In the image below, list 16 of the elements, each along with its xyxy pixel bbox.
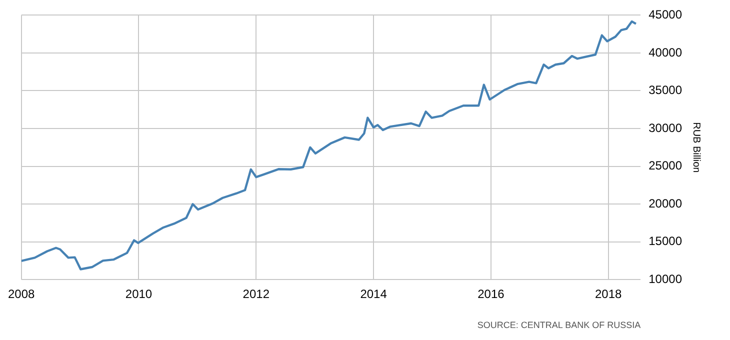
x-tick-label: 2010	[125, 287, 152, 302]
y2-axis-title: RUB Billion	[690, 122, 702, 173]
y2-tick-label: 10000	[648, 272, 682, 286]
y2-tick-label: 20000	[648, 196, 682, 210]
y2-tick-label: 25000	[648, 158, 682, 173]
x-tick-label: 2016	[478, 287, 505, 302]
y2-tick-label: 15000	[648, 234, 682, 248]
y2-tick-label: 35000	[648, 83, 682, 98]
source-note: SOURCE: CENTRAL BANK OF RUSSIA	[477, 320, 641, 330]
x-tick-label: 2018	[594, 287, 622, 302]
x-tick-label: 2008	[8, 287, 36, 302]
x-tick-label: 2014	[360, 287, 388, 302]
x-tick-label: 2012	[242, 287, 270, 302]
y2-tick-label: 40000	[648, 45, 682, 60]
y2-tick-label: 30000	[648, 120, 682, 135]
y2-tick-label: 45000	[648, 8, 682, 22]
